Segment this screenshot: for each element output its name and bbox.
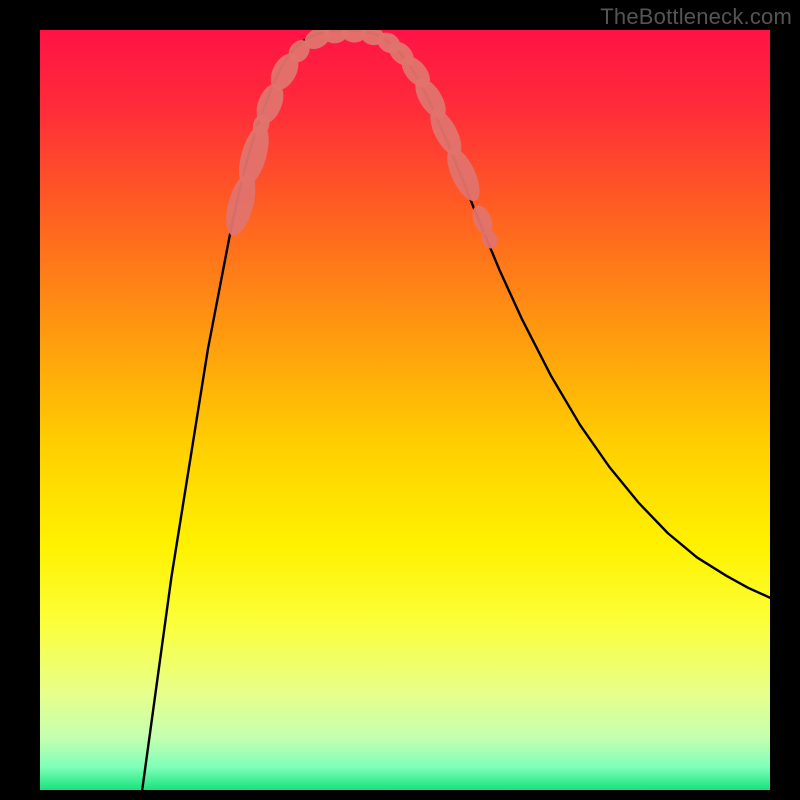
bottleneck-curve (40, 30, 770, 790)
curve-bead (441, 143, 487, 205)
chart-plot-area (40, 30, 770, 790)
attribution-text: TheBottleneck.com (600, 4, 792, 30)
